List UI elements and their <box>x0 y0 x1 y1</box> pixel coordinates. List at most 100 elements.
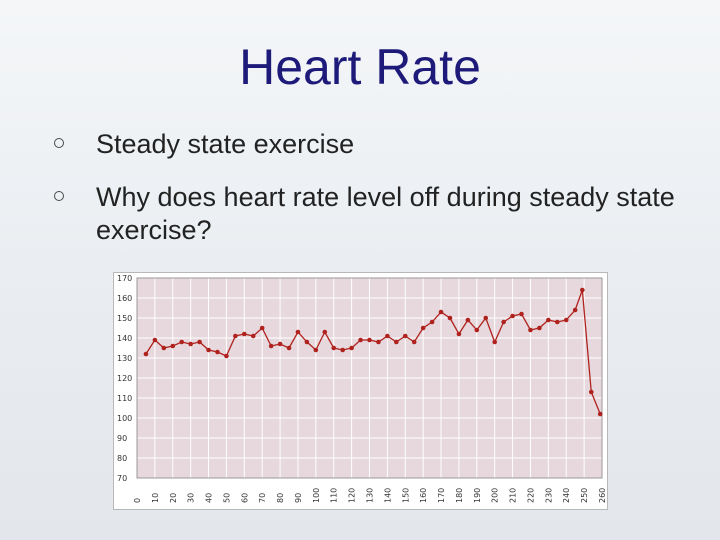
data-point <box>286 345 292 351</box>
heart-rate-chart: 70 80 90 100 110 120 130 140 150 160 170 0 10 20 30 40 5… <box>113 272 608 510</box>
x-tick-label: 20 <box>169 493 178 503</box>
series-line <box>145 289 601 415</box>
y-tick-label: 140 <box>117 334 132 343</box>
data-point <box>268 343 274 349</box>
data-point <box>510 313 515 319</box>
x-tick-label: 250 <box>580 488 589 503</box>
y-tick-label: 150 <box>117 314 132 323</box>
bullet-list: Steady state exercise Why does heart rat… <box>52 128 692 267</box>
x-tick-label: 200 <box>491 488 500 503</box>
data-point <box>411 339 417 345</box>
y-tick-label: 170 <box>117 274 132 283</box>
data-point <box>554 319 560 325</box>
data-point <box>394 339 399 345</box>
data-point <box>179 339 185 345</box>
data-point <box>340 347 345 353</box>
data-point <box>385 333 390 339</box>
y-tick-label: 130 <box>117 354 132 363</box>
bullet-item: Why does heart rate level off during ste… <box>52 181 692 247</box>
x-tick-label: 110 <box>330 488 339 503</box>
data-point <box>402 333 408 339</box>
x-tick-label: 40 <box>205 493 214 503</box>
y-tick-label: 110 <box>117 394 132 403</box>
x-tick-label: 30 <box>187 493 196 503</box>
x-tick-label: 140 <box>383 488 392 503</box>
data-point <box>277 341 283 347</box>
data-point <box>170 343 176 349</box>
data-point <box>376 339 381 345</box>
x-tick-label: 130 <box>366 488 375 503</box>
data-point <box>331 345 337 351</box>
data-point <box>259 325 265 331</box>
circle-bullet-icon <box>54 138 64 148</box>
data-point <box>474 327 480 333</box>
slide-title: Heart Rate <box>239 39 481 95</box>
data-point <box>358 337 363 343</box>
data-point <box>152 337 158 343</box>
x-tick-label: 210 <box>509 488 518 503</box>
y-tick-label: 80 <box>117 454 127 463</box>
data-point <box>546 317 551 323</box>
x-tick-label: 0 <box>133 498 142 503</box>
data-point <box>597 411 603 417</box>
y-tick-label: 120 <box>117 374 132 383</box>
data-point <box>429 319 435 325</box>
data-point <box>349 345 354 351</box>
x-tick-label: 190 <box>473 488 482 503</box>
x-tick-label: 260 <box>598 488 607 503</box>
data-point <box>501 319 506 325</box>
data-point <box>588 389 594 395</box>
data-point <box>572 307 578 313</box>
x-tick-label: 230 <box>544 488 553 503</box>
data-point <box>528 327 533 333</box>
data-point <box>197 339 202 345</box>
x-tick-label: 150 <box>401 488 410 503</box>
data-point <box>519 311 524 317</box>
x-tick-label: 80 <box>276 493 285 503</box>
data-point <box>456 331 462 337</box>
data-point <box>483 315 489 321</box>
data-point <box>188 341 193 347</box>
data-point <box>215 349 220 355</box>
data-point <box>295 329 301 335</box>
chart-svg: 70 80 90 100 110 120 130 140 150 160 170 0 10 20 30 40 5… <box>117 274 607 503</box>
data-point <box>206 347 211 353</box>
y-tick-label: 160 <box>117 294 132 303</box>
data-point <box>447 315 453 321</box>
data-point <box>367 337 372 343</box>
x-tick-label: 50 <box>222 493 231 503</box>
data-point <box>250 333 256 339</box>
x-tick-label: 90 <box>294 493 303 503</box>
x-tick-label: 100 <box>312 488 321 503</box>
data-point <box>161 345 167 351</box>
data-point <box>233 333 238 339</box>
circle-bullet-icon <box>54 191 64 201</box>
data-point <box>313 347 319 353</box>
bullet-item: Steady state exercise <box>52 128 692 161</box>
y-tick-label: 100 <box>117 414 132 423</box>
bullet-text: Why does heart rate level off during ste… <box>96 182 675 245</box>
data-point <box>224 353 229 359</box>
bullet-text: Steady state exercise <box>96 129 355 159</box>
data-point <box>420 325 426 331</box>
data-point <box>438 309 444 315</box>
data-point <box>580 287 585 293</box>
data-point <box>143 351 149 357</box>
x-tick-label: 240 <box>562 488 571 503</box>
x-tick-label: 220 <box>526 488 535 503</box>
x-tick-label: 160 <box>419 488 428 503</box>
x-tick-label: 70 <box>258 493 267 503</box>
data-point <box>563 317 569 323</box>
x-tick-label: 120 <box>348 488 357 503</box>
data-point <box>537 325 542 331</box>
y-tick-label: 90 <box>117 434 127 443</box>
x-tick-label: 10 <box>151 493 160 503</box>
x-tick-label: 180 <box>455 488 464 503</box>
data-point <box>492 339 497 345</box>
plot-border <box>136 277 603 479</box>
data-point <box>322 329 328 335</box>
x-tick-label: 60 <box>240 493 249 503</box>
y-tick-label: 70 <box>117 474 127 483</box>
data-point <box>304 339 310 345</box>
data-point <box>465 317 471 323</box>
